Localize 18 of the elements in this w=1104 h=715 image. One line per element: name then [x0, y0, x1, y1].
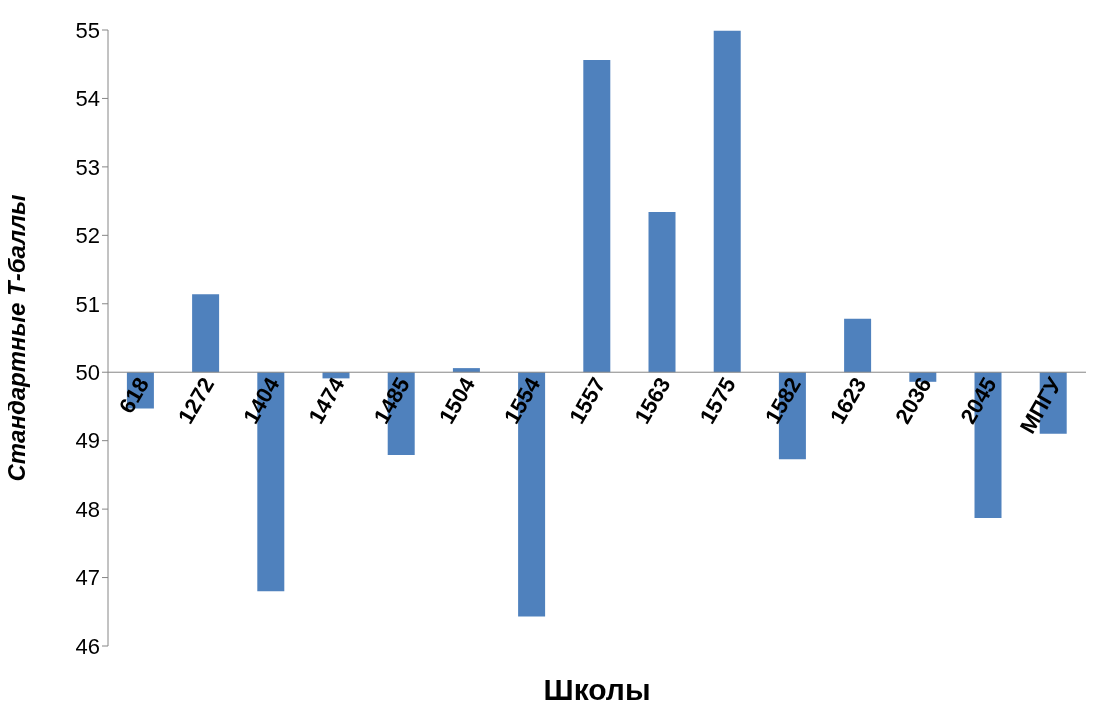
bar	[648, 212, 676, 373]
y-tick-label: 46	[75, 633, 100, 659]
bar	[713, 30, 741, 373]
y-tick-label: 51	[75, 291, 100, 317]
y-tick-label: 50	[75, 360, 100, 386]
y-tick-label: 49	[75, 428, 100, 454]
x-axis-title: Школы	[543, 673, 651, 706]
y-tick-label: 48	[75, 496, 100, 522]
y-tick-label: 52	[75, 223, 100, 249]
bar	[583, 60, 611, 373]
x-tick-label: 618	[113, 373, 154, 418]
bar	[844, 318, 872, 373]
y-tick-label: 54	[75, 86, 100, 112]
y-tick-label: 55	[75, 17, 100, 43]
bar	[192, 294, 220, 373]
bar	[452, 368, 480, 373]
y-tick-label: 53	[75, 154, 100, 180]
y-tick-label: 47	[75, 565, 100, 591]
